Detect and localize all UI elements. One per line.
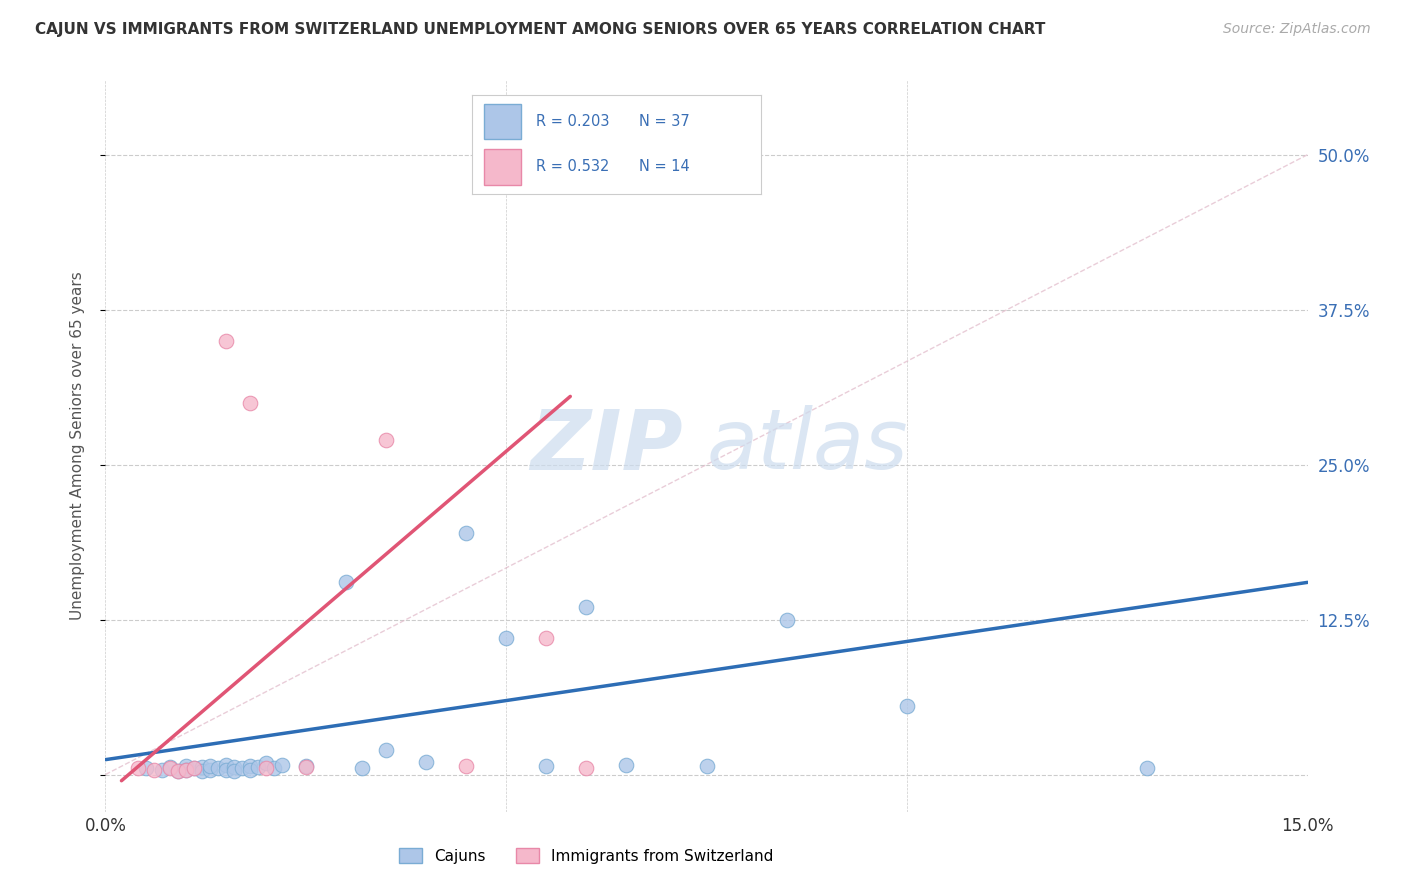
Point (174, 759, 197, 773)
Point (295, 760, 318, 774)
Point (254, 761, 277, 775)
Point (575, 600, 598, 615)
Point (174, 763, 197, 777)
Point (239, 759, 262, 773)
Legend: Cajuns, Immigrants from Switzerland: Cajuns, Immigrants from Switzerland (392, 842, 780, 870)
Text: ZIP: ZIP (530, 406, 682, 486)
Point (174, 763, 197, 777)
Point (534, 759, 557, 773)
Point (127, 761, 149, 775)
Point (374, 743, 398, 757)
Text: atlas: atlas (707, 406, 908, 486)
Point (142, 763, 165, 777)
Point (263, 761, 285, 775)
Point (1136, 761, 1159, 775)
Point (159, 760, 181, 774)
Point (454, 525, 477, 540)
Point (295, 759, 318, 773)
Point (183, 761, 205, 775)
Point (207, 761, 229, 775)
Point (575, 761, 598, 775)
Point (776, 613, 799, 627)
Point (222, 760, 245, 774)
Point (190, 764, 212, 778)
Point (534, 631, 557, 645)
Point (239, 395, 262, 409)
Point (696, 759, 718, 773)
Text: CAJUN VS IMMIGRANTS FROM SWITZERLAND UNEMPLOYMENT AMONG SENIORS OVER 65 YEARS CO: CAJUN VS IMMIGRANTS FROM SWITZERLAND UNE… (35, 22, 1046, 37)
Point (231, 761, 253, 775)
Text: Source: ZipAtlas.com: Source: ZipAtlas.com (1223, 22, 1371, 37)
Point (616, 757, 638, 772)
Point (270, 757, 292, 772)
Point (335, 575, 357, 590)
Point (350, 761, 373, 775)
Point (198, 759, 221, 773)
Point (495, 631, 517, 645)
Y-axis label: Unemployment Among Seniors over 65 years: Unemployment Among Seniors over 65 years (70, 272, 84, 620)
Point (415, 755, 437, 769)
Point (896, 699, 918, 714)
Point (135, 761, 157, 775)
Point (214, 763, 236, 777)
Point (183, 761, 205, 775)
Point (150, 763, 173, 777)
Point (222, 764, 245, 778)
Point (214, 757, 236, 772)
Point (454, 759, 477, 773)
Point (374, 433, 398, 447)
Point (239, 763, 262, 777)
Point (214, 334, 236, 348)
Point (166, 764, 188, 778)
Point (166, 764, 188, 778)
Point (198, 763, 221, 777)
Point (246, 760, 269, 774)
Point (254, 756, 277, 771)
Point (190, 760, 212, 774)
Point (159, 761, 181, 775)
